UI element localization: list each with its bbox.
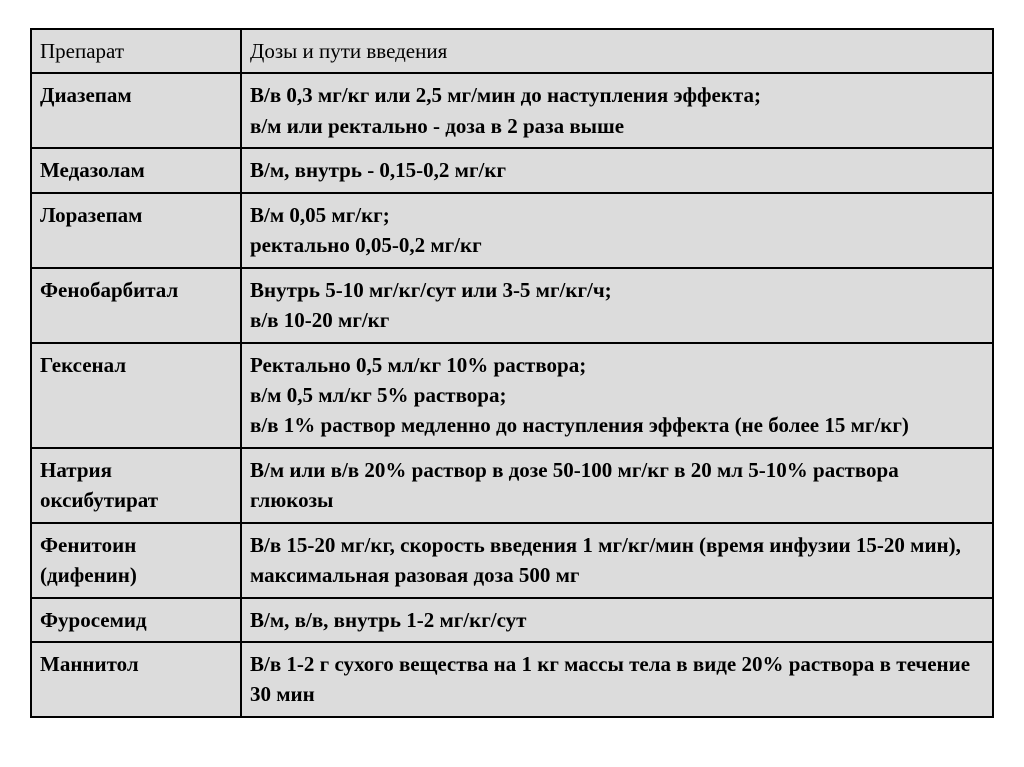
cell-drug: Диазепам <box>31 73 241 148</box>
cell-drug: Маннитол <box>31 642 241 717</box>
table-container: Препарат Дозы и пути введения Диазепам В… <box>0 0 1024 746</box>
table-row: Фенобарбитал Внутрь 5-10 мг/кг/сут или 3… <box>31 268 993 343</box>
cell-drug: Фенитоин (дифенин) <box>31 523 241 598</box>
table-row: Маннитол В/в 1-2 г сухого вещества на 1 … <box>31 642 993 717</box>
table-header-row: Препарат Дозы и пути введения <box>31 29 993 73</box>
cell-drug: Медазолам <box>31 148 241 192</box>
table-row: Лоразепам В/м 0,05 мг/кг; ректально 0,05… <box>31 193 993 268</box>
table-row: Диазепам В/в 0,3 мг/кг или 2,5 мг/мин до… <box>31 73 993 148</box>
cell-dose: В/м 0,05 мг/кг; ректально 0,05-0,2 мг/кг <box>241 193 993 268</box>
header-drug: Препарат <box>31 29 241 73</box>
cell-drug: Натрия оксибутират <box>31 448 241 523</box>
table-row: Гексенал Ректально 0,5 мл/кг 10% раствор… <box>31 343 993 448</box>
table-row: Фуросемид В/м, в/в, внутрь 1-2 мг/кг/сут <box>31 598 993 642</box>
cell-dose: В/в 15-20 мг/кг, скорость введения 1 мг/… <box>241 523 993 598</box>
table-row: Фенитоин (дифенин) В/в 15-20 мг/кг, скор… <box>31 523 993 598</box>
cell-dose: Внутрь 5-10 мг/кг/сут или 3-5 мг/кг/ч; в… <box>241 268 993 343</box>
cell-dose: В/в 0,3 мг/кг или 2,5 мг/мин до наступле… <box>241 73 993 148</box>
dosage-table: Препарат Дозы и пути введения Диазепам В… <box>30 28 994 718</box>
cell-dose: Ректально 0,5 мл/кг 10% раствора; в/м 0,… <box>241 343 993 448</box>
cell-dose: В/м, в/в, внутрь 1-2 мг/кг/сут <box>241 598 993 642</box>
cell-drug: Лоразепам <box>31 193 241 268</box>
cell-dose: В/в 1-2 г сухого вещества на 1 кг массы … <box>241 642 993 717</box>
cell-drug: Гексенал <box>31 343 241 448</box>
header-dose: Дозы и пути введения <box>241 29 993 73</box>
cell-drug: Фенобарбитал <box>31 268 241 343</box>
cell-dose: В/м или в/в 20% раствор в дозе 50-100 мг… <box>241 448 993 523</box>
cell-drug: Фуросемид <box>31 598 241 642</box>
table-row: Натрия оксибутират В/м или в/в 20% раств… <box>31 448 993 523</box>
cell-dose: В/м, внутрь - 0,15-0,2 мг/кг <box>241 148 993 192</box>
table-row: Медазолам В/м, внутрь - 0,15-0,2 мг/кг <box>31 148 993 192</box>
